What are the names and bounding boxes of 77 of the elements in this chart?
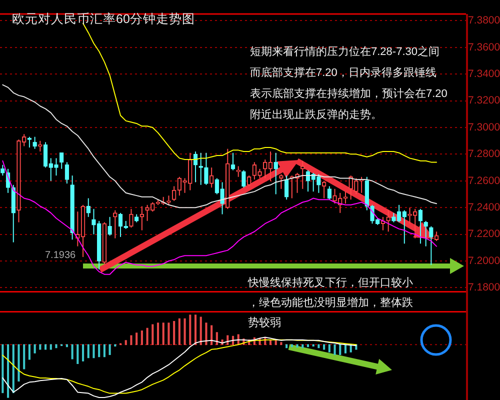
candlestick bbox=[279, 174, 284, 190]
annotation: 短期来看行情的压力位在7.28-7.30之间而底部支撑在7.20，日内录得多跟锤线表示底部支撑在持续增加，预计会在7.20附近出现止跌反弹的走势。 bbox=[250, 44, 448, 123]
bar bbox=[178, 318, 180, 345]
bar bbox=[194, 314, 197, 345]
bar bbox=[200, 316, 202, 345]
bar bbox=[98, 344, 100, 358]
bar bbox=[28, 344, 30, 360]
candlestick bbox=[129, 208, 134, 228]
candlestick bbox=[348, 175, 353, 200]
candlestick bbox=[316, 174, 321, 194]
y-tick-label: 7.1800 bbox=[468, 282, 500, 294]
bar bbox=[328, 344, 330, 352]
y-tick-label: 7.3600 bbox=[468, 41, 500, 54]
y-tick-label: 7.2000 bbox=[468, 254, 500, 267]
bar bbox=[339, 344, 342, 356]
bar bbox=[296, 344, 298, 348]
bar bbox=[334, 344, 336, 356]
y-tick-label: 7.3200 bbox=[468, 94, 500, 107]
bar bbox=[87, 344, 90, 358]
bar bbox=[156, 322, 160, 345]
chart-title: 欧元对人民币汇率60分钟走势图 bbox=[12, 11, 195, 27]
candlestick bbox=[242, 170, 246, 188]
candlestick bbox=[108, 216, 112, 236]
y-tick-label: 7.3000 bbox=[468, 121, 500, 134]
y-tick-label: 7.2600 bbox=[468, 174, 500, 187]
candlestick bbox=[424, 220, 428, 247]
candlestick bbox=[429, 226, 434, 266]
bar bbox=[71, 344, 74, 360]
bar bbox=[136, 332, 138, 345]
bar bbox=[140, 330, 143, 345]
bar bbox=[152, 324, 154, 345]
y-tick-label: 7.3800 bbox=[468, 14, 500, 27]
bar bbox=[173, 321, 176, 345]
candlestick bbox=[32, 136, 37, 150]
bar bbox=[344, 344, 347, 354]
bar bbox=[216, 332, 218, 345]
bar bbox=[189, 314, 192, 345]
candlestick bbox=[418, 208, 423, 244]
bar bbox=[76, 344, 79, 364]
bar bbox=[34, 344, 36, 354]
candlestick bbox=[113, 210, 118, 239]
bar bbox=[82, 344, 84, 362]
candlestick bbox=[86, 198, 91, 218]
candlestick bbox=[204, 152, 208, 186]
bar bbox=[205, 322, 208, 345]
bar bbox=[168, 322, 170, 345]
y-tick-label: 7.2200 bbox=[468, 228, 500, 240]
y-tick-label: 7.3400 bbox=[468, 68, 500, 80]
bar bbox=[280, 342, 282, 345]
bar bbox=[162, 322, 164, 345]
bar bbox=[130, 335, 132, 345]
bar bbox=[108, 344, 111, 356]
bar bbox=[55, 344, 58, 348]
candlestick bbox=[0, 164, 5, 176]
bar bbox=[18, 344, 20, 382]
bar bbox=[146, 328, 148, 345]
candlestick bbox=[209, 167, 214, 188]
y-tick-label: 7.2800 bbox=[468, 148, 500, 160]
bar bbox=[2, 344, 4, 394]
bar bbox=[124, 340, 127, 345]
annotation: 快慢线保持死叉下行，但开口较小，绿色动能也没明显增加，整体跌势较弱 bbox=[248, 276, 413, 331]
bar bbox=[23, 344, 26, 370]
candlestick bbox=[188, 152, 192, 191]
candlestick bbox=[140, 206, 144, 231]
annotation: 7.1936 bbox=[45, 250, 76, 262]
bar bbox=[92, 344, 95, 358]
bar bbox=[184, 318, 186, 345]
candlestick bbox=[38, 140, 42, 152]
candlestick bbox=[274, 152, 278, 195]
candlestick bbox=[150, 202, 155, 212]
bar bbox=[12, 344, 14, 394]
bar bbox=[210, 325, 213, 345]
bar bbox=[274, 340, 277, 345]
bar bbox=[7, 344, 10, 398]
y-tick-label: 7.2400 bbox=[468, 201, 500, 214]
candlestick bbox=[386, 210, 390, 232]
bar bbox=[103, 344, 106, 358]
